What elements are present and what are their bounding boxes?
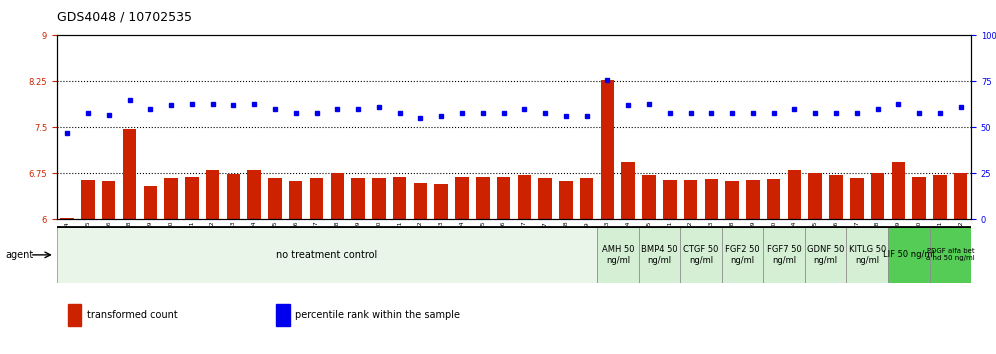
Text: transformed count: transformed count: [87, 310, 177, 320]
Text: FGF2 50
ng/ml: FGF2 50 ng/ml: [725, 245, 760, 264]
Bar: [310, 178, 324, 219]
Bar: [518, 175, 531, 219]
Bar: [722, 227, 763, 283]
Text: GDS4048 / 10702535: GDS4048 / 10702535: [57, 11, 192, 24]
Bar: [597, 227, 638, 283]
Bar: [888, 227, 929, 283]
Bar: [891, 162, 905, 219]
Bar: [680, 227, 722, 283]
Bar: [82, 179, 95, 219]
Bar: [61, 218, 74, 219]
Bar: [227, 174, 240, 219]
Bar: [352, 178, 365, 219]
Bar: [476, 177, 489, 219]
Bar: [788, 170, 801, 219]
Text: KITLG 50
ng/ml: KITLG 50 ng/ml: [849, 245, 885, 264]
Bar: [206, 170, 219, 219]
Bar: [164, 178, 178, 219]
Bar: [929, 227, 971, 283]
Bar: [539, 178, 552, 219]
Bar: [622, 162, 635, 219]
Bar: [143, 186, 157, 219]
Bar: [434, 184, 448, 219]
Bar: [809, 173, 822, 219]
Bar: [247, 170, 261, 219]
Bar: [276, 304, 290, 326]
Bar: [830, 175, 843, 219]
Bar: [392, 177, 406, 219]
Bar: [954, 173, 967, 219]
Bar: [725, 182, 739, 219]
Bar: [638, 227, 680, 283]
Bar: [767, 179, 781, 219]
Text: agent: agent: [5, 250, 33, 260]
Bar: [763, 227, 805, 283]
Text: CTGF 50
ng/ml: CTGF 50 ng/ml: [683, 245, 719, 264]
Bar: [268, 178, 282, 219]
Bar: [413, 183, 427, 219]
Bar: [123, 129, 136, 219]
Bar: [497, 177, 510, 219]
Bar: [373, 178, 385, 219]
Bar: [805, 227, 847, 283]
Bar: [559, 181, 573, 219]
Text: GDNF 50
ng/ml: GDNF 50 ng/ml: [807, 245, 845, 264]
Text: PDGF alfa bet
a hd 50 ng/ml: PDGF alfa bet a hd 50 ng/ml: [926, 249, 975, 261]
Bar: [912, 177, 926, 219]
Bar: [933, 175, 946, 219]
Bar: [684, 179, 697, 219]
Bar: [455, 177, 469, 219]
Text: FGF7 50
ng/ml: FGF7 50 ng/ml: [767, 245, 802, 264]
Bar: [601, 80, 615, 219]
Bar: [746, 179, 760, 219]
Bar: [850, 178, 864, 219]
Text: LIF 50 ng/ml: LIF 50 ng/ml: [882, 250, 934, 259]
Bar: [847, 227, 888, 283]
Text: no treatment control: no treatment control: [276, 250, 377, 260]
Bar: [185, 177, 198, 219]
Bar: [331, 173, 344, 219]
Bar: [871, 173, 884, 219]
Bar: [663, 179, 676, 219]
Bar: [289, 181, 303, 219]
Bar: [57, 227, 597, 283]
Bar: [642, 175, 655, 219]
Bar: [580, 178, 594, 219]
Text: percentile rank within the sample: percentile rank within the sample: [296, 310, 460, 320]
Bar: [68, 304, 82, 326]
Bar: [704, 179, 718, 219]
Text: AMH 50
ng/ml: AMH 50 ng/ml: [602, 245, 634, 264]
Text: BMP4 50
ng/ml: BMP4 50 ng/ml: [641, 245, 677, 264]
Bar: [102, 181, 116, 219]
